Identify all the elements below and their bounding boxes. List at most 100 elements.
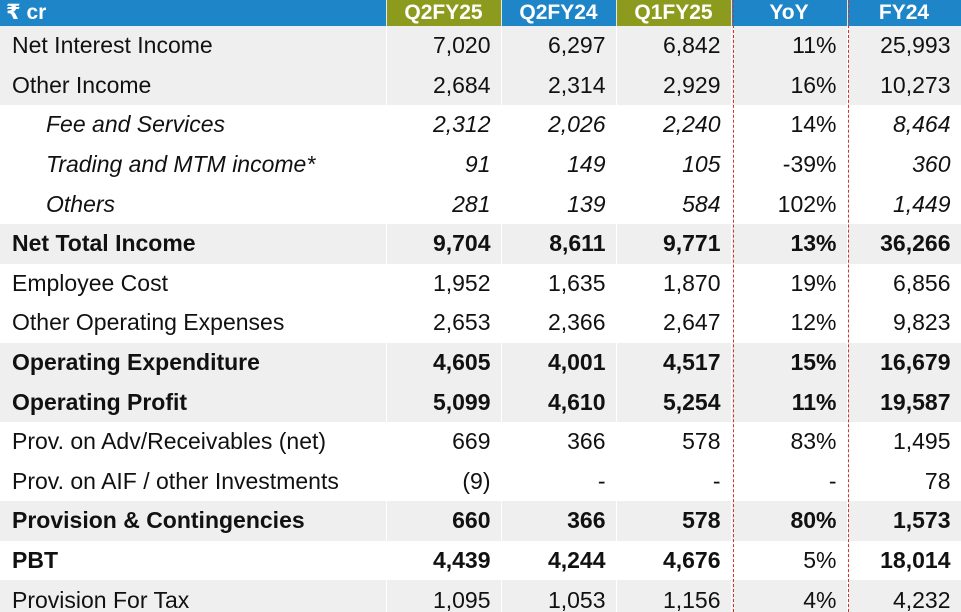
cell-q2fy25: 7,020 xyxy=(386,26,502,66)
cell-q2fy25: 669 xyxy=(386,421,502,462)
cell-q2fy25: 4,605 xyxy=(386,342,502,383)
cell-q2fy25: 1,095 xyxy=(386,580,502,612)
table-header-row: ₹ cr Q2FY25 Q2FY24 Q1FY25 YoY FY24 xyxy=(0,0,961,26)
row-label: Provision For Tax xyxy=(0,580,387,612)
row-label: Employee Cost xyxy=(0,263,387,304)
table-row: Other Income 2,684 2,314 2,929 16% 10,27… xyxy=(0,65,961,106)
table-row: Fee and Services 2,312 2,026 2,240 14% 8… xyxy=(0,105,961,145)
row-label: Other Income xyxy=(0,65,387,106)
header-q2fy24: Q2FY24 xyxy=(501,0,617,26)
cell-fy24: 360 xyxy=(847,144,961,185)
row-label: Net Total Income xyxy=(0,223,387,264)
cell-fy24: 18,014 xyxy=(847,540,961,581)
cell-q1fy25: 4,676 xyxy=(616,540,732,581)
cell-q2fy25: 4,439 xyxy=(386,540,502,581)
row-label: Net Interest Income xyxy=(0,26,387,66)
cell-q2fy24: 366 xyxy=(501,421,617,462)
cell-q2fy25: 281 xyxy=(386,184,502,224)
cell-fy24: 8,464 xyxy=(847,105,961,145)
cell-fy24: 1,449 xyxy=(847,184,961,224)
cell-fy24: 6,856 xyxy=(847,263,961,304)
cell-fy24: 1,573 xyxy=(847,501,961,541)
cell-q2fy25: 2,312 xyxy=(386,105,502,145)
cell-q2fy24: 1,053 xyxy=(501,580,617,612)
row-label: Prov. on Adv/Receivables (net) xyxy=(0,421,387,462)
cell-q2fy25: 660 xyxy=(386,501,502,541)
cell-q1fy25: 2,929 xyxy=(616,65,732,106)
header-fy24: FY24 xyxy=(847,0,961,26)
cell-q1fy25: 4,517 xyxy=(616,342,732,383)
table-row: Net Interest Income 7,020 6,297 6,842 11… xyxy=(0,26,961,66)
cell-q1fy25: 5,254 xyxy=(616,382,732,422)
cell-fy24: 25,993 xyxy=(847,26,961,66)
cell-q2fy24: 139 xyxy=(501,184,617,224)
cell-fy24: 9,823 xyxy=(847,303,961,343)
cell-yoy: 13% xyxy=(731,223,848,264)
cell-yoy: 4% xyxy=(731,580,848,612)
table-row: Prov. on Adv/Receivables (net) 669 366 5… xyxy=(0,421,961,462)
cell-yoy: -39% xyxy=(731,144,848,185)
cell-fy24: 1,495 xyxy=(847,421,961,462)
table-row: Net Total Income 9,704 8,611 9,771 13% 3… xyxy=(0,223,961,264)
cell-q1fy25: 578 xyxy=(616,501,732,541)
table-row: Provision For Tax 1,095 1,053 1,156 4% 4… xyxy=(0,580,961,612)
cell-q1fy25: 1,870 xyxy=(616,263,732,304)
cell-q2fy24: 4,610 xyxy=(501,382,617,422)
cell-yoy: 16% xyxy=(731,65,848,106)
cell-q2fy24: 4,001 xyxy=(501,342,617,383)
cell-fy24: 16,679 xyxy=(847,342,961,383)
cell-q1fy25: 105 xyxy=(616,144,732,185)
row-label: Trading and MTM income* xyxy=(0,144,387,185)
cell-q2fy24: 2,026 xyxy=(501,105,617,145)
cell-fy24: 78 xyxy=(847,461,961,502)
table-row: Operating Profit 5,099 4,610 5,254 11% 1… xyxy=(0,382,961,422)
header-yoy: YoY xyxy=(731,0,848,26)
cell-q2fy25: 9,704 xyxy=(386,223,502,264)
row-label: Fee and Services xyxy=(0,105,387,145)
cell-yoy: - xyxy=(731,461,848,502)
cell-q2fy25: 5,099 xyxy=(386,382,502,422)
cell-q2fy24: 1,635 xyxy=(501,263,617,304)
cell-q2fy24: 4,244 xyxy=(501,540,617,581)
cell-q2fy24: 366 xyxy=(501,501,617,541)
cell-q2fy24: 6,297 xyxy=(501,26,617,66)
cell-q1fy25: 2,647 xyxy=(616,303,732,343)
cell-q2fy24: 2,366 xyxy=(501,303,617,343)
table-row: Operating Expenditure 4,605 4,001 4,517 … xyxy=(0,342,961,383)
cell-q1fy25: 9,771 xyxy=(616,223,732,264)
cell-q2fy24: 2,314 xyxy=(501,65,617,106)
cell-yoy: 11% xyxy=(731,382,848,422)
cell-q2fy25: (9) xyxy=(386,461,502,502)
table-row: PBT 4,439 4,244 4,676 5% 18,014 xyxy=(0,540,961,581)
cell-q1fy25: 584 xyxy=(616,184,732,224)
cell-yoy: 102% xyxy=(731,184,848,224)
cell-q1fy25: - xyxy=(616,461,732,502)
row-label: Other Operating Expenses xyxy=(0,303,387,343)
header-q1fy25: Q1FY25 xyxy=(616,0,732,26)
row-label: Others xyxy=(0,184,387,224)
cell-yoy: 80% xyxy=(731,501,848,541)
cell-q2fy25: 91 xyxy=(386,144,502,185)
cell-q2fy24: 8,611 xyxy=(501,223,617,264)
cell-q1fy25: 6,842 xyxy=(616,26,732,66)
cell-yoy: 15% xyxy=(731,342,848,383)
cell-q2fy25: 2,684 xyxy=(386,65,502,106)
cell-fy24: 19,587 xyxy=(847,382,961,422)
cell-fy24: 10,273 xyxy=(847,65,961,106)
row-label: Operating Profit xyxy=(0,382,387,422)
row-label: Provision & Contingencies xyxy=(0,501,387,541)
cell-q1fy25: 1,156 xyxy=(616,580,732,612)
table-row: Other Operating Expenses 2,653 2,366 2,6… xyxy=(0,303,961,343)
cell-q1fy25: 578 xyxy=(616,421,732,462)
table-row: Employee Cost 1,952 1,635 1,870 19% 6,85… xyxy=(0,263,961,304)
cell-q1fy25: 2,240 xyxy=(616,105,732,145)
table-row: Trading and MTM income* 91 149 105 -39% … xyxy=(0,144,961,185)
table-row: Provision & Contingencies 660 366 578 80… xyxy=(0,501,961,541)
cell-q2fy24: 149 xyxy=(501,144,617,185)
cell-yoy: 19% xyxy=(731,263,848,304)
cell-yoy: 11% xyxy=(731,26,848,66)
table-row: Others 281 139 584 102% 1,449 xyxy=(0,184,961,224)
table-row: Prov. on AIF / other Investments (9) - -… xyxy=(0,461,961,502)
row-label: Operating Expenditure xyxy=(0,342,387,383)
